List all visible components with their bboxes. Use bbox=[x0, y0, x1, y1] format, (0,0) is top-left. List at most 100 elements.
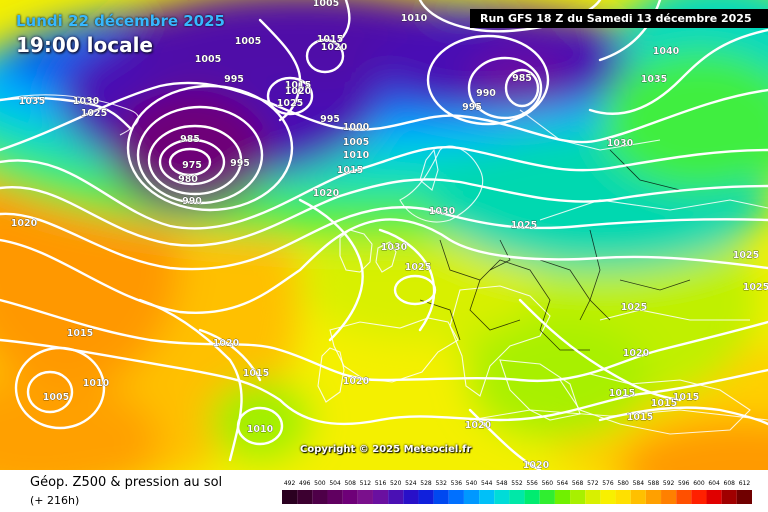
legend-tick: 520 bbox=[390, 480, 402, 487]
isobar-label: 1005 bbox=[313, 0, 339, 9]
isobar-label: 975 bbox=[182, 160, 202, 171]
legend-swatch bbox=[418, 490, 434, 504]
isobar-label: 990 bbox=[182, 196, 202, 207]
isobar-label: 985 bbox=[180, 134, 200, 145]
forecast-date: Lundi 22 décembre 2025 bbox=[16, 12, 225, 30]
legend-tick: 604 bbox=[708, 480, 720, 487]
legend-tick: 588 bbox=[648, 480, 660, 487]
legend-swatch bbox=[282, 490, 298, 504]
legend-tick: 596 bbox=[678, 480, 690, 487]
isobar-label: 1030 bbox=[607, 138, 634, 149]
lead-time: (+ 216h) bbox=[30, 494, 80, 507]
legend-swatch bbox=[479, 490, 495, 504]
legend-tick: 504 bbox=[329, 480, 341, 487]
isobar-label: 1025 bbox=[733, 250, 759, 261]
isobar-label: 1025 bbox=[511, 220, 537, 231]
legend-swatch bbox=[524, 490, 540, 504]
legend-swatches bbox=[282, 490, 752, 504]
isobar-label: 1035 bbox=[641, 74, 667, 85]
legend-swatch bbox=[372, 490, 389, 504]
isobar-label: 1015 bbox=[673, 392, 699, 403]
legend-swatch bbox=[645, 490, 662, 504]
isobar-label: 1010 bbox=[247, 424, 274, 435]
isobar-lines bbox=[0, 0, 768, 470]
legend-swatch bbox=[357, 490, 373, 504]
legend-tick: 560 bbox=[542, 480, 554, 487]
copyright-notice: Copyright © 2025 Meteociel.fr bbox=[300, 444, 472, 455]
legend-swatch bbox=[539, 490, 555, 504]
forecast-local-time: 19:00 locale bbox=[16, 33, 153, 57]
legend-swatch bbox=[615, 490, 631, 504]
isobar-label: 990 bbox=[476, 88, 496, 99]
isobar-label: 1020 bbox=[321, 42, 348, 53]
legend-tick: 584 bbox=[633, 480, 645, 487]
legend-swatch bbox=[403, 490, 419, 504]
isobar-label: 985 bbox=[512, 73, 532, 84]
isobar-label: 1015 bbox=[651, 398, 677, 409]
isobar-label: 1005 bbox=[235, 36, 261, 47]
isobar-label: 1025 bbox=[81, 108, 107, 119]
isobar-label: 1005 bbox=[343, 137, 369, 148]
legend-tick: 532 bbox=[435, 480, 447, 487]
legend-tick: 524 bbox=[405, 480, 417, 487]
isobar-label: 1005 bbox=[195, 54, 221, 65]
legend-swatch bbox=[600, 490, 616, 504]
legend-swatch bbox=[342, 490, 358, 504]
isobar-label: 1020 bbox=[213, 338, 240, 349]
legend-tick: 572 bbox=[587, 480, 599, 487]
legend-swatch bbox=[554, 490, 571, 504]
isobar-label: 995 bbox=[224, 74, 244, 85]
legend-swatch bbox=[509, 490, 525, 504]
legend-tick: 552 bbox=[511, 480, 523, 487]
isobar-label: 1020 bbox=[623, 348, 650, 359]
isobar-label: 1030 bbox=[381, 242, 408, 253]
isobar-label: 1035 bbox=[19, 96, 45, 107]
legend-swatch bbox=[570, 490, 586, 504]
isobar-label: 1020 bbox=[285, 86, 312, 97]
isobar-label: 1005 bbox=[43, 392, 69, 403]
legend-swatch bbox=[630, 490, 646, 504]
isobar-label: 1020 bbox=[465, 420, 492, 431]
isobar-label: 1020 bbox=[313, 188, 340, 199]
legend-swatch bbox=[661, 490, 677, 504]
isobar-label: 1025 bbox=[405, 262, 431, 273]
legend-tick: 556 bbox=[526, 480, 538, 487]
legend-tick: 536 bbox=[451, 480, 463, 487]
isobar-label: 1015 bbox=[609, 388, 635, 399]
legend-swatch bbox=[312, 490, 328, 504]
isobar-label: 995 bbox=[320, 114, 340, 125]
legend-swatch bbox=[448, 490, 464, 504]
isobar-label: 1020 bbox=[11, 218, 38, 229]
isobar-label: 1040 bbox=[653, 46, 680, 57]
legend-tick: 576 bbox=[602, 480, 614, 487]
legend-tick: 564 bbox=[557, 480, 569, 487]
isobar-label: 1015 bbox=[285, 80, 311, 91]
legend-swatch bbox=[676, 490, 692, 504]
legend-tick: 492 bbox=[284, 480, 296, 487]
legend-tick: 600 bbox=[693, 480, 705, 487]
legend-swatch bbox=[721, 490, 737, 504]
legend-swatch bbox=[706, 490, 722, 504]
legend-swatch bbox=[327, 490, 343, 504]
model-run-label: Run GFS 18 Z du Samedi 13 décembre 2025 bbox=[470, 9, 768, 28]
legend-swatch bbox=[691, 490, 707, 504]
isobar-label: 1010 bbox=[343, 150, 370, 161]
legend-tick: 544 bbox=[481, 480, 493, 487]
isobar-labels: 1005101010051005995101510201015102010259… bbox=[11, 0, 768, 470]
isobar-label: 1015 bbox=[337, 165, 363, 176]
isobar-label: 1030 bbox=[429, 206, 456, 217]
legend-swatch bbox=[297, 490, 313, 504]
legend-tick: 548 bbox=[496, 480, 508, 487]
legend-swatch bbox=[736, 490, 752, 504]
isobar-label: 1010 bbox=[401, 13, 428, 24]
pressure-map: 1005101010051005995101510201015102010259… bbox=[0, 0, 768, 470]
legend-swatch bbox=[585, 490, 601, 504]
legend-tick: 508 bbox=[344, 480, 356, 487]
legend-swatch bbox=[494, 490, 510, 504]
isobar-label: 1020 bbox=[523, 460, 550, 470]
legend-tick: 612 bbox=[739, 480, 751, 487]
legend-swatch bbox=[463, 490, 480, 504]
legend-tick-labels: 492 496 500 504 508 512 516 520 524 528 532 536 540 5… bbox=[284, 480, 750, 487]
legend-tick: 516 bbox=[375, 480, 387, 487]
